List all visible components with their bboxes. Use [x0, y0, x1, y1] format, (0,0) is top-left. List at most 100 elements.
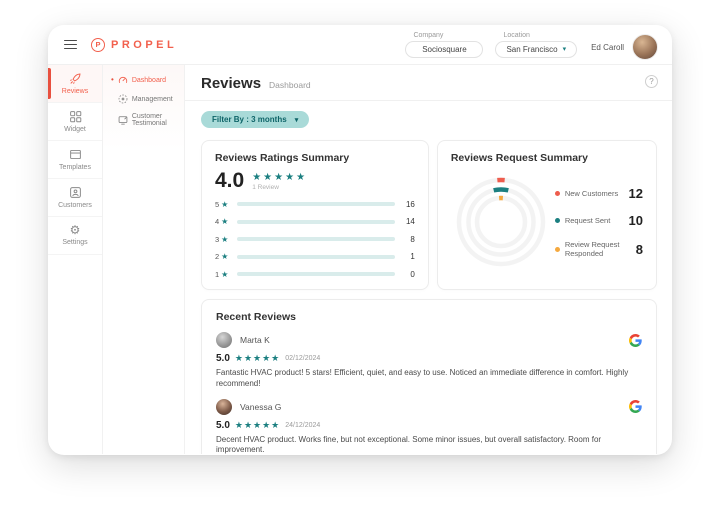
sidebar-item-customers[interactable]: Customers: [48, 179, 102, 217]
legend-value: 12: [628, 186, 643, 201]
help-icon[interactable]: ?: [645, 75, 658, 88]
google-icon[interactable]: [629, 400, 642, 414]
star-icon: ★: [221, 199, 229, 209]
star-rating-icons: ★★★★★: [234, 353, 281, 363]
request-summary-card: Reviews Request Summary: [436, 140, 657, 290]
card-title: Reviews Ratings Summary: [215, 152, 350, 164]
star-rating-icons: ★★★★★: [234, 419, 281, 430]
rating-bar-value: 8: [410, 234, 415, 244]
rocket-icon: [69, 73, 80, 84]
user-avatar[interactable]: [632, 33, 658, 60]
page-title: Reviews: [201, 75, 262, 92]
ring-chart: [451, 170, 551, 274]
reviewer-name: Vanessa G: [240, 401, 282, 412]
star-icon: ★: [221, 269, 229, 279]
app-window: P PROPEL Company Sociosquare Location Sa…: [48, 25, 672, 455]
recent-reviews-card: Recent Reviews Marta K: [201, 299, 657, 454]
subnav-item-dashboard[interactable]: • Dashboard: [111, 75, 178, 85]
filter-dropdown[interactable]: Filter By : 3 months ▾: [201, 111, 310, 128]
review-text: Decent HVAC product. Works fine, but not…: [216, 434, 602, 454]
star-level: 2: [215, 252, 220, 261]
sub-sidebar: • Dashboard • Management •: [103, 65, 185, 454]
star-icon: ★: [221, 217, 229, 226]
review-score: 5.0: [216, 419, 230, 431]
sidebar-rail: Reviews Widget Templates: [48, 65, 103, 454]
average-rating: 4.0: [215, 169, 245, 192]
subnav-item-label: Dashboard: [131, 76, 167, 84]
card-title: Reviews Request Summary: [450, 152, 588, 164]
rating-bar-row: 5 ★ 16: [215, 200, 415, 209]
speedometer-icon: [118, 76, 127, 83]
legend-dot: [554, 218, 560, 223]
ring-chart-legend: New Customers 12 Request Sent 10: [554, 186, 643, 258]
location-select[interactable]: San Francisco ▾: [495, 40, 578, 58]
star-icon: ★: [221, 252, 229, 261]
ratings-summary-card: Reviews Ratings Summary 4.0 ★★★★★ 1 Revi…: [201, 140, 429, 290]
review-text: Fantastic HVAC product! 5 stars! Efficie…: [216, 368, 629, 388]
star-level: 4: [215, 217, 220, 226]
sidebar-item-label: Reviews: [61, 88, 89, 95]
main-content: Reviews Dashboard ? Filter By : 3 months…: [185, 65, 672, 454]
legend-row: Request Sent 10: [554, 213, 643, 228]
card-title: Recent Reviews: [216, 311, 296, 323]
divider: [185, 100, 672, 101]
sidebar-item-label: Templates: [59, 164, 91, 171]
sidebar-item-settings[interactable]: ⚙ Settings: [48, 217, 102, 255]
active-indicator: [48, 68, 51, 99]
topbar: P PROPEL Company Sociosquare Location Sa…: [48, 25, 672, 65]
subnav-item-label: Management: [131, 95, 173, 103]
gear-icon: ⚙: [69, 223, 81, 237]
rating-bar-value: 16: [405, 199, 415, 209]
browser-window-icon: [69, 149, 81, 160]
company-field-group: Company Sociosquare: [405, 31, 484, 58]
brand-logo[interactable]: P PROPEL: [91, 37, 177, 52]
review-score: 5.0: [216, 353, 230, 364]
rating-bar-value: 0: [410, 269, 415, 279]
sidebar-item-label: Widget: [64, 126, 86, 133]
filter-label: Filter By : 3 months: [212, 115, 287, 124]
review-item: Vanessa G 5.0 ★★★★★ 24/12/2024: [216, 398, 642, 454]
menu-icon[interactable]: [64, 39, 77, 50]
legend-label: Request Sent: [564, 216, 611, 225]
review-count: 1 Review: [252, 184, 279, 191]
rating-bar-row: 4 ★ 14: [215, 217, 415, 226]
rating-bar-track: [237, 254, 395, 259]
page-subtitle: Dashboard: [269, 80, 311, 90]
review-date: 02/12/2024: [285, 355, 321, 362]
active-bullet: •: [111, 75, 114, 84]
star-rating-icons: ★★★★★: [252, 172, 308, 183]
star-focus-icon: [118, 94, 128, 104]
subnav-item-label: Customer Testimonial: [131, 113, 167, 127]
rating-bar-row: 1 ★ 0: [215, 270, 415, 279]
sidebar-item-label: Customers: [58, 202, 92, 209]
sidebar-item-widget[interactable]: Widget: [48, 103, 102, 141]
rating-bar-track: [237, 272, 395, 276]
google-icon[interactable]: [629, 333, 642, 347]
reviewer-name: Marta K: [240, 335, 270, 345]
rating-bar-value: 1: [410, 252, 415, 261]
grid-icon: [69, 111, 81, 123]
star-icon: ★: [221, 234, 229, 244]
company-label: Company: [413, 31, 444, 39]
sidebar-item-reviews[interactable]: Reviews: [48, 65, 102, 103]
rating-bar-row: 2 ★ 1: [215, 252, 415, 261]
sidebar-item-templates[interactable]: Templates: [48, 141, 102, 179]
subnav-item-management[interactable]: • Management: [111, 94, 178, 104]
sidebar-item-label: Settings: [62, 239, 88, 246]
rating-bar-row: 3 ★ 8: [215, 235, 415, 244]
chevron-down-icon: ▾: [294, 116, 299, 124]
user-name: Ed Caroll: [591, 43, 624, 52]
rating-bar-track: [237, 237, 395, 241]
brand-logo-icon: P: [91, 37, 105, 52]
testimonial-screen-icon: [118, 116, 128, 125]
star-level: 3: [215, 234, 220, 244]
company-input[interactable]: Sociosquare: [405, 40, 484, 58]
person-card-icon: [69, 187, 81, 198]
location-label: Location: [503, 31, 530, 39]
page-header: Reviews Dashboard: [201, 75, 657, 100]
legend-label: Review Request Responded: [564, 240, 620, 258]
star-level: 5: [215, 199, 220, 209]
subnav-item-customer-testimonial[interactable]: • Customer Testimonial: [111, 113, 178, 127]
review-item: Marta K 5.0 ★★★★★ 02/12/2024: [216, 332, 642, 390]
rating-bar-track: [237, 202, 395, 206]
